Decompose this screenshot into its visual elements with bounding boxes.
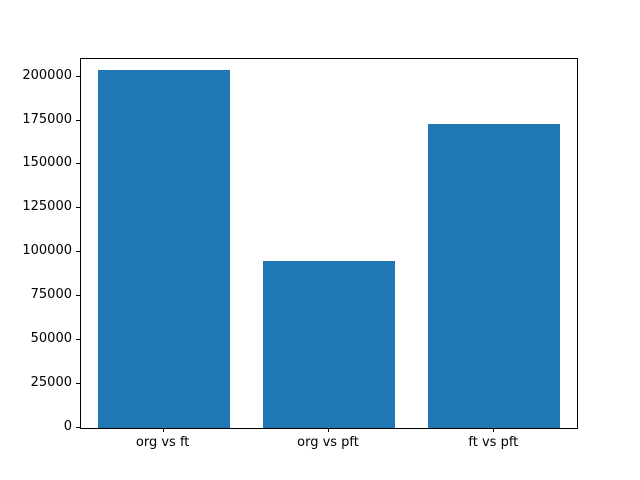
axes xyxy=(80,58,578,429)
y-tick-mark xyxy=(76,163,80,165)
x-tick-mark xyxy=(493,428,495,432)
x-tick-label: org vs pft xyxy=(297,435,359,450)
y-tick-mark xyxy=(76,75,80,77)
bar-org-vs-pft xyxy=(262,261,396,428)
bar-ft-vs-pft xyxy=(428,124,561,428)
y-tick-label: 175000 xyxy=(22,111,72,127)
y-tick-mark xyxy=(76,119,80,121)
y-tick-label: 0 xyxy=(63,419,72,434)
x-tick-label: ft vs pft xyxy=(468,435,519,450)
y-tick-label: 200000 xyxy=(22,67,72,83)
y-tick-label: 100000 xyxy=(22,243,72,259)
y-tick-label: 125000 xyxy=(22,199,72,215)
y-tick-label: 25000 xyxy=(30,375,72,391)
x-tick-label: org vs ft xyxy=(135,435,190,450)
y-tick-label: 50000 xyxy=(30,331,72,347)
y-tick-mark xyxy=(76,295,80,297)
y-tick-label: 75000 xyxy=(30,287,72,303)
y-tick-mark xyxy=(76,251,80,253)
y-tick-mark xyxy=(76,207,80,209)
y-tick-mark xyxy=(76,339,80,341)
y-tick-mark xyxy=(76,427,80,428)
y-tick-label: 150000 xyxy=(22,155,72,171)
x-tick-mark xyxy=(328,428,329,432)
bar-org-vs-ft xyxy=(97,69,230,428)
x-tick-mark xyxy=(162,428,164,432)
y-tick-mark xyxy=(76,383,80,385)
